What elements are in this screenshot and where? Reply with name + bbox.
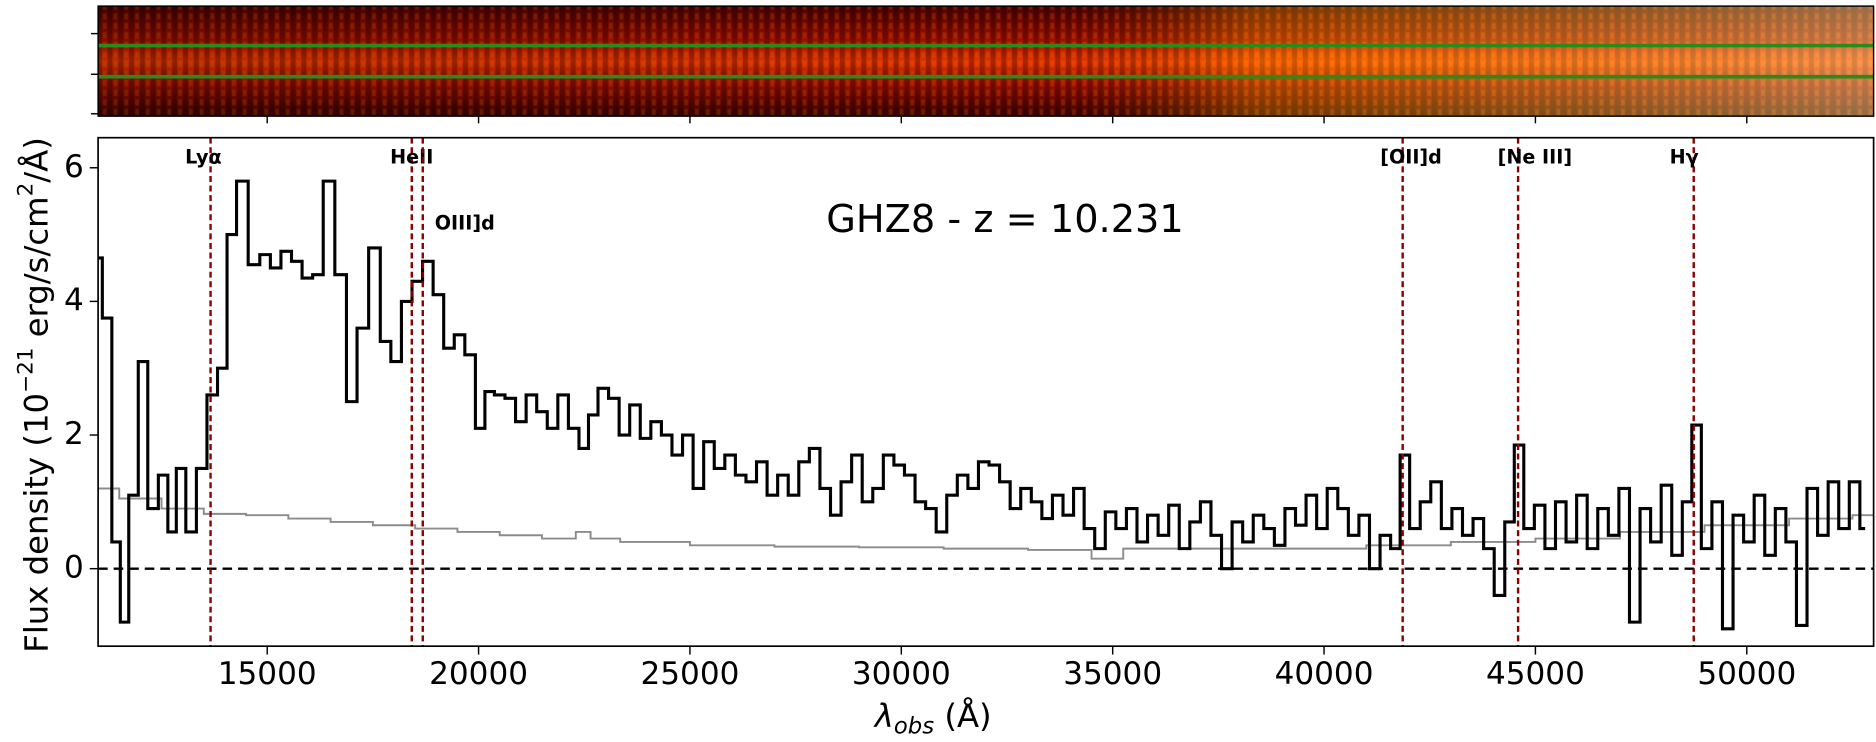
- emission-line-label: [Ne III]: [1498, 146, 1572, 169]
- x-tick-label: 30000: [852, 656, 951, 692]
- emission-line-label: [OII]d: [1380, 146, 1442, 169]
- x-axis-label-part: (Å): [934, 697, 992, 735]
- emission-line-label: Hγ: [1670, 146, 1699, 169]
- y-axis-label-part: 2: [13, 183, 38, 197]
- x-tick-label: 25000: [640, 656, 739, 692]
- x-tick-label: 45000: [1486, 656, 1585, 692]
- spectrum-line: [98, 487, 1874, 560]
- plot-area: [98, 179, 1874, 631]
- plot-frame: [97, 136, 1875, 648]
- x-axis-label: λobs (Å): [873, 697, 992, 739]
- x-axis-label-part: λ: [873, 697, 894, 735]
- y-axis-label-part: /Å): [17, 137, 55, 183]
- frame: [97, 5, 1875, 117]
- y-tick-label: 4: [64, 282, 84, 318]
- y-axis-label-part: erg/s/cm: [17, 196, 55, 347]
- emission-line-label: OIII]d: [435, 211, 495, 234]
- y-axis-label: Flux density (10−21 erg/s/cm2/Å): [13, 137, 55, 653]
- image-shade: [98, 6, 1874, 117]
- y-tick-label: 6: [64, 149, 84, 185]
- spectrum-line: [98, 179, 1866, 631]
- spectrum-2d: [90, 5, 1875, 117]
- y-axis-label-part: −21: [13, 348, 38, 393]
- y-axis-label-part: Flux density (10: [17, 393, 55, 653]
- x-tick-label: 35000: [1063, 656, 1162, 692]
- emission-line-label: Lyα: [185, 146, 222, 169]
- x-tick-label: 40000: [1275, 656, 1374, 692]
- chart-title: GHZ8 - z = 10.231: [826, 197, 1183, 242]
- emission-line-label: HeII: [390, 146, 433, 169]
- x-tick-label: 20000: [429, 656, 528, 692]
- x-tick-label: 15000: [218, 656, 317, 692]
- x-tick-label: 50000: [1697, 656, 1796, 692]
- y-tick-label: 0: [64, 550, 84, 586]
- y-tick-label: 2: [64, 416, 84, 452]
- x-axis-label-part: obs: [894, 713, 934, 739]
